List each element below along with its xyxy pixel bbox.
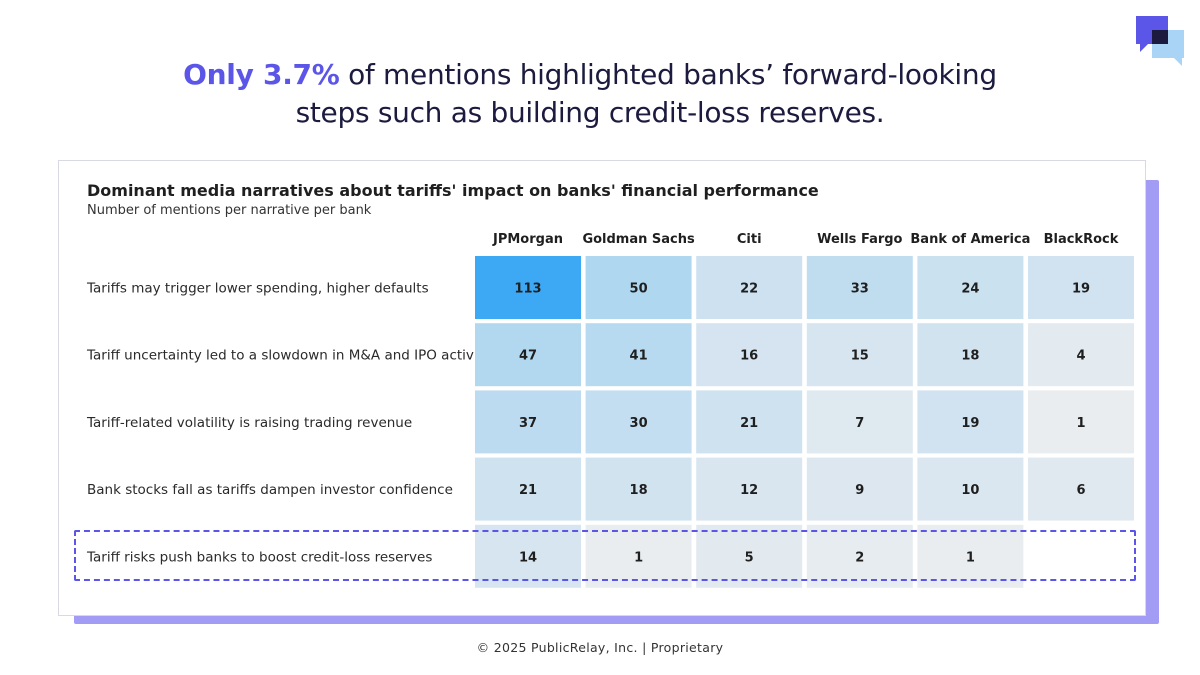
heatmap-cell bbox=[806, 256, 913, 319]
cell-value-label: 9 bbox=[855, 483, 864, 498]
column-header: Bank of America bbox=[910, 232, 1030, 247]
headline-line-2: steps such as building credit-loss reser… bbox=[295, 96, 885, 129]
cell-value-label: 2 bbox=[855, 550, 864, 565]
column-header: Citi bbox=[737, 232, 762, 247]
cell-value-label: 22 bbox=[740, 282, 758, 297]
heatmap-cell bbox=[1028, 390, 1134, 454]
heatmap-cell bbox=[917, 524, 1024, 588]
row-label: Tariff risks push banks to boost credit-… bbox=[86, 549, 432, 565]
cell-value-label: 33 bbox=[851, 282, 869, 297]
chart-card: Dominant media narratives about tariffs'… bbox=[58, 160, 1146, 616]
cell-value-label: 41 bbox=[630, 349, 648, 364]
cell-value-label: 19 bbox=[1072, 282, 1090, 297]
cell-value-label: 21 bbox=[519, 483, 537, 498]
cell-value-label: 1 bbox=[634, 550, 643, 565]
heatmap-cell bbox=[585, 323, 692, 387]
footer-copyright: © 2025 PublicRelay, Inc. | Proprietary bbox=[476, 640, 724, 655]
heatmap-cell bbox=[585, 457, 692, 521]
heatmap-cell bbox=[1028, 323, 1134, 387]
heatmap-cell bbox=[475, 323, 581, 387]
heatmap-cell bbox=[917, 256, 1024, 319]
heatmap-cell bbox=[475, 524, 581, 588]
heatmap-cell bbox=[585, 390, 692, 454]
heatmap-cell bbox=[475, 457, 581, 521]
heatmap-cell bbox=[806, 457, 913, 521]
column-header: Goldman Sachs bbox=[582, 232, 695, 247]
heatmap-cell bbox=[696, 457, 803, 521]
cell-value-label: 16 bbox=[740, 349, 758, 364]
chart-subtitle: Number of mentions per narrative per ban… bbox=[87, 203, 372, 218]
headline-line-1-rest: of mentions highlighted banks’ forward-l… bbox=[339, 58, 997, 91]
cell-value-label: 4 bbox=[1076, 349, 1085, 364]
heatmap-cell bbox=[475, 256, 581, 319]
heatmap-cell bbox=[806, 323, 913, 387]
headline-line-1: Only 3.7% of mentions highlighted banks’… bbox=[0, 56, 1180, 94]
cell-value-label: 12 bbox=[740, 483, 758, 498]
headline-accent: Only 3.7% bbox=[183, 58, 340, 91]
cell-value-label: 14 bbox=[519, 550, 537, 565]
row-label: Tariff-related volatility is raising tra… bbox=[86, 415, 412, 431]
cell-value-label: 37 bbox=[519, 416, 537, 431]
heatmap-cell bbox=[696, 390, 803, 454]
highlight-dashed-box bbox=[74, 530, 1136, 581]
cell-value-label: 30 bbox=[630, 416, 648, 431]
heatmap-cell bbox=[806, 524, 913, 588]
cell-value-label: 19 bbox=[961, 416, 979, 431]
cell-value-label: 47 bbox=[519, 349, 537, 364]
row-label: Bank stocks fall as tariffs dampen inves… bbox=[87, 482, 453, 498]
column-header: BlackRock bbox=[1044, 232, 1119, 247]
chart-title: Dominant media narratives about tariffs'… bbox=[87, 181, 819, 200]
heatmap-cell bbox=[475, 390, 581, 454]
cell-value-label: 1 bbox=[1076, 416, 1085, 431]
heatmap-chart: JPMorgan Goldman Sachs Citi Wells Fargo Bank… bbox=[86, 232, 1134, 588]
publicrelay-logo-icon bbox=[1136, 16, 1184, 66]
cell-value-label: 113 bbox=[514, 282, 541, 297]
heatmap-cell bbox=[696, 256, 803, 319]
heatmap-cell bbox=[1028, 256, 1134, 319]
heatmap-cell bbox=[585, 524, 692, 588]
cell-value-label: 15 bbox=[851, 349, 869, 364]
headline: Only 3.7% of mentions highlighted banks’… bbox=[0, 56, 1180, 132]
cell-value-label: 21 bbox=[740, 416, 758, 431]
heatmap-cell bbox=[917, 457, 1024, 521]
heatmap-cell bbox=[806, 390, 913, 454]
cell-value-label: 6 bbox=[1076, 483, 1085, 498]
cell-value-label: 18 bbox=[961, 349, 979, 364]
heatmap-cell bbox=[696, 524, 803, 588]
heatmap-cell bbox=[917, 323, 1024, 387]
heatmap-cell bbox=[585, 256, 692, 319]
cell-value-label: 7 bbox=[855, 416, 864, 431]
heatmap-cell bbox=[696, 323, 803, 387]
heatmap-cell bbox=[1028, 457, 1134, 521]
row-label: Tariffs may trigger lower spending, high… bbox=[86, 281, 429, 297]
cell-value-label: 18 bbox=[630, 483, 648, 498]
column-header: JPMorgan bbox=[492, 232, 563, 247]
cell-value-label: 50 bbox=[630, 282, 648, 297]
row-label: Tariff uncertainty led to a slowdown in … bbox=[86, 348, 491, 364]
cell-value-label: 1 bbox=[966, 550, 975, 565]
column-header: Wells Fargo bbox=[817, 232, 902, 247]
cell-value-label: 24 bbox=[961, 282, 979, 297]
heatmap-cell bbox=[917, 390, 1024, 454]
cell-value-label: 5 bbox=[745, 550, 754, 565]
cell-value-label: 10 bbox=[961, 483, 979, 498]
